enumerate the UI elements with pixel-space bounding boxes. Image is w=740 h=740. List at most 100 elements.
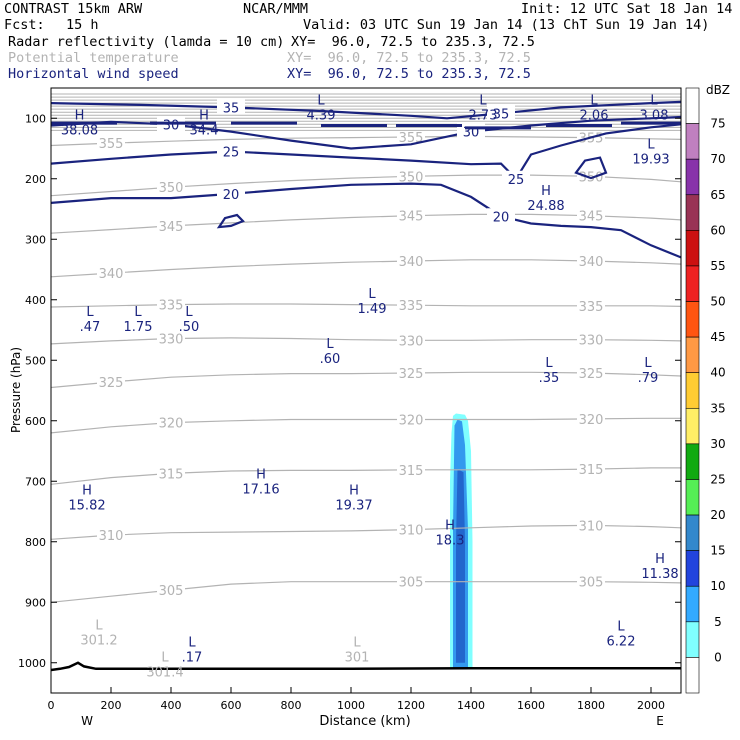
colorbar-label: 0 [714, 650, 722, 664]
theta-label-315-b: 315 [399, 464, 424, 479]
wind-label-35-b: 35 [493, 107, 510, 122]
theta-label-340-b: 340 [399, 255, 424, 270]
extremum-value: 38.08 [61, 123, 98, 138]
wind-label-25-b: 25 [508, 173, 525, 188]
extremum-value: .60 [320, 352, 341, 367]
colorbar-label: 65 [710, 188, 725, 202]
terrain-line [51, 661, 681, 672]
extremum-marker-L: L [86, 305, 94, 320]
theta-label-325-a-bg [97, 374, 125, 390]
extremum-value: 6.22 [607, 635, 636, 650]
extremum-marker-L: L [161, 651, 169, 666]
y-tick-label: 300 [25, 233, 46, 246]
extremum-value: 2.06 [580, 108, 609, 123]
theta-label-345-a-bg [157, 217, 185, 233]
extremum-marker-H: H [541, 184, 551, 199]
theta-label-325-c: 325 [579, 367, 604, 382]
y-tick-label: 200 [25, 173, 46, 186]
extremum-value: 19.37 [335, 499, 372, 514]
theta-label-325-a: 325 [99, 376, 124, 391]
wind-label-20-a: 20 [223, 188, 240, 203]
colorbar-label: 70 [710, 152, 725, 166]
colorbar-swatch [685, 585, 700, 623]
extremum-marker-L: L [644, 356, 652, 371]
theta-label-310-b: 310 [399, 524, 424, 539]
x-tick-label: 400 [161, 699, 182, 712]
wind-label-20-b-bg [487, 208, 515, 224]
theta-label-320-b: 320 [399, 414, 424, 429]
fcst-label: Fcst: [4, 17, 45, 33]
theta-label-320-a-bg [157, 414, 185, 430]
wind-label-20-b: 20 [493, 210, 510, 225]
theta-label-315-b-bg [397, 461, 425, 477]
theta-label-345-c-bg [577, 207, 605, 223]
wind-label-35-a-bg [217, 99, 245, 115]
extremum-marker-H: H [445, 519, 455, 534]
extremum-value: 1.75 [124, 320, 153, 335]
extremum-marker-L: L [479, 93, 487, 108]
wind-label-25-a: 25 [223, 146, 240, 161]
theta-label-350-a-bg [157, 179, 185, 195]
x-tick-label: 1800 [577, 699, 605, 712]
colorbar-label: 10 [710, 579, 725, 593]
theta-label-330-c-bg [577, 331, 605, 347]
wind-label-25-a-bg [217, 143, 245, 159]
theta-label-330-a: 330 [159, 332, 184, 347]
theta-label-335-b: 335 [399, 299, 424, 314]
colorbar-swatch [685, 479, 700, 516]
colorbar-swatch [685, 301, 700, 338]
y-tick-label: 400 [25, 294, 46, 307]
extremum-marker-L: L [95, 619, 103, 634]
extremum-value: 18.3 [436, 534, 465, 549]
colorbar-label: 60 [710, 223, 725, 237]
colorbar-label: 45 [710, 330, 725, 344]
theta-label-310-b-bg [397, 521, 425, 537]
theta-label-305-c-bg [577, 573, 605, 589]
theta-label-330-a-bg [157, 330, 185, 346]
terrain-layer [51, 661, 681, 672]
axes: 0 200 400 600 800 1000 1200 1400 1600 1800 2000 100… [18, 87, 682, 712]
colorbar-swatch [685, 550, 700, 587]
theta-label-330-b-bg [397, 332, 425, 348]
colorbar-swatch [685, 657, 700, 694]
y-tick-label: 100 [25, 112, 46, 125]
fcst-value: 15 h [66, 17, 99, 33]
extremum-marker-L: L [134, 305, 142, 320]
colorbar-label: 35 [710, 401, 725, 415]
colorbar-label: 40 [710, 366, 725, 380]
extremum-marker-L: L [617, 620, 625, 635]
theta-label-340-a: 340 [99, 267, 124, 282]
x-axis-label: Distance (km) [319, 714, 410, 729]
extremum-marker-L: L [317, 93, 325, 108]
wind-closed-contour [574, 156, 608, 180]
theta-label-350-b: 350 [399, 170, 424, 185]
colorbar-label: 20 [710, 508, 725, 522]
extremum-value: 34.4 [190, 123, 219, 138]
extremum-value: .17 [182, 650, 203, 665]
header: CONTRAST 15km ARW NCAR/MMM Init: 12 UTC … [0, 0, 740, 84]
extremum-marker-L: L [545, 356, 553, 371]
extremum-marker-H: H [75, 108, 85, 123]
colorbar-swatch [685, 443, 700, 480]
colorbar-swatch [685, 158, 700, 196]
colorbar-label: 50 [710, 295, 725, 309]
extremum-marker-H: H [82, 484, 92, 499]
x-end-label-east: E [656, 714, 664, 728]
theta-label-305-b: 305 [399, 576, 424, 591]
field-xy-theta: XY= 96.0, 72.5 to 235.3, 72.5 [287, 50, 531, 66]
plot-frame [50, 87, 682, 694]
colorbar-swatch [685, 514, 700, 551]
theta-label-335-a: 335 [159, 299, 184, 314]
colorbar-swatch [685, 123, 700, 160]
field-name-theta: Potential temperature [8, 50, 179, 66]
theta-label-305-c: 305 [579, 576, 604, 591]
theta-label-350-b-bg [397, 168, 425, 184]
extremum-marker-L: L [590, 93, 598, 108]
extremum-marker-L: L [188, 635, 196, 650]
x-tick-label: 1000 [337, 699, 365, 712]
extremum-marker-L: L [185, 305, 193, 320]
theta-label-350-c-bg [577, 168, 605, 184]
